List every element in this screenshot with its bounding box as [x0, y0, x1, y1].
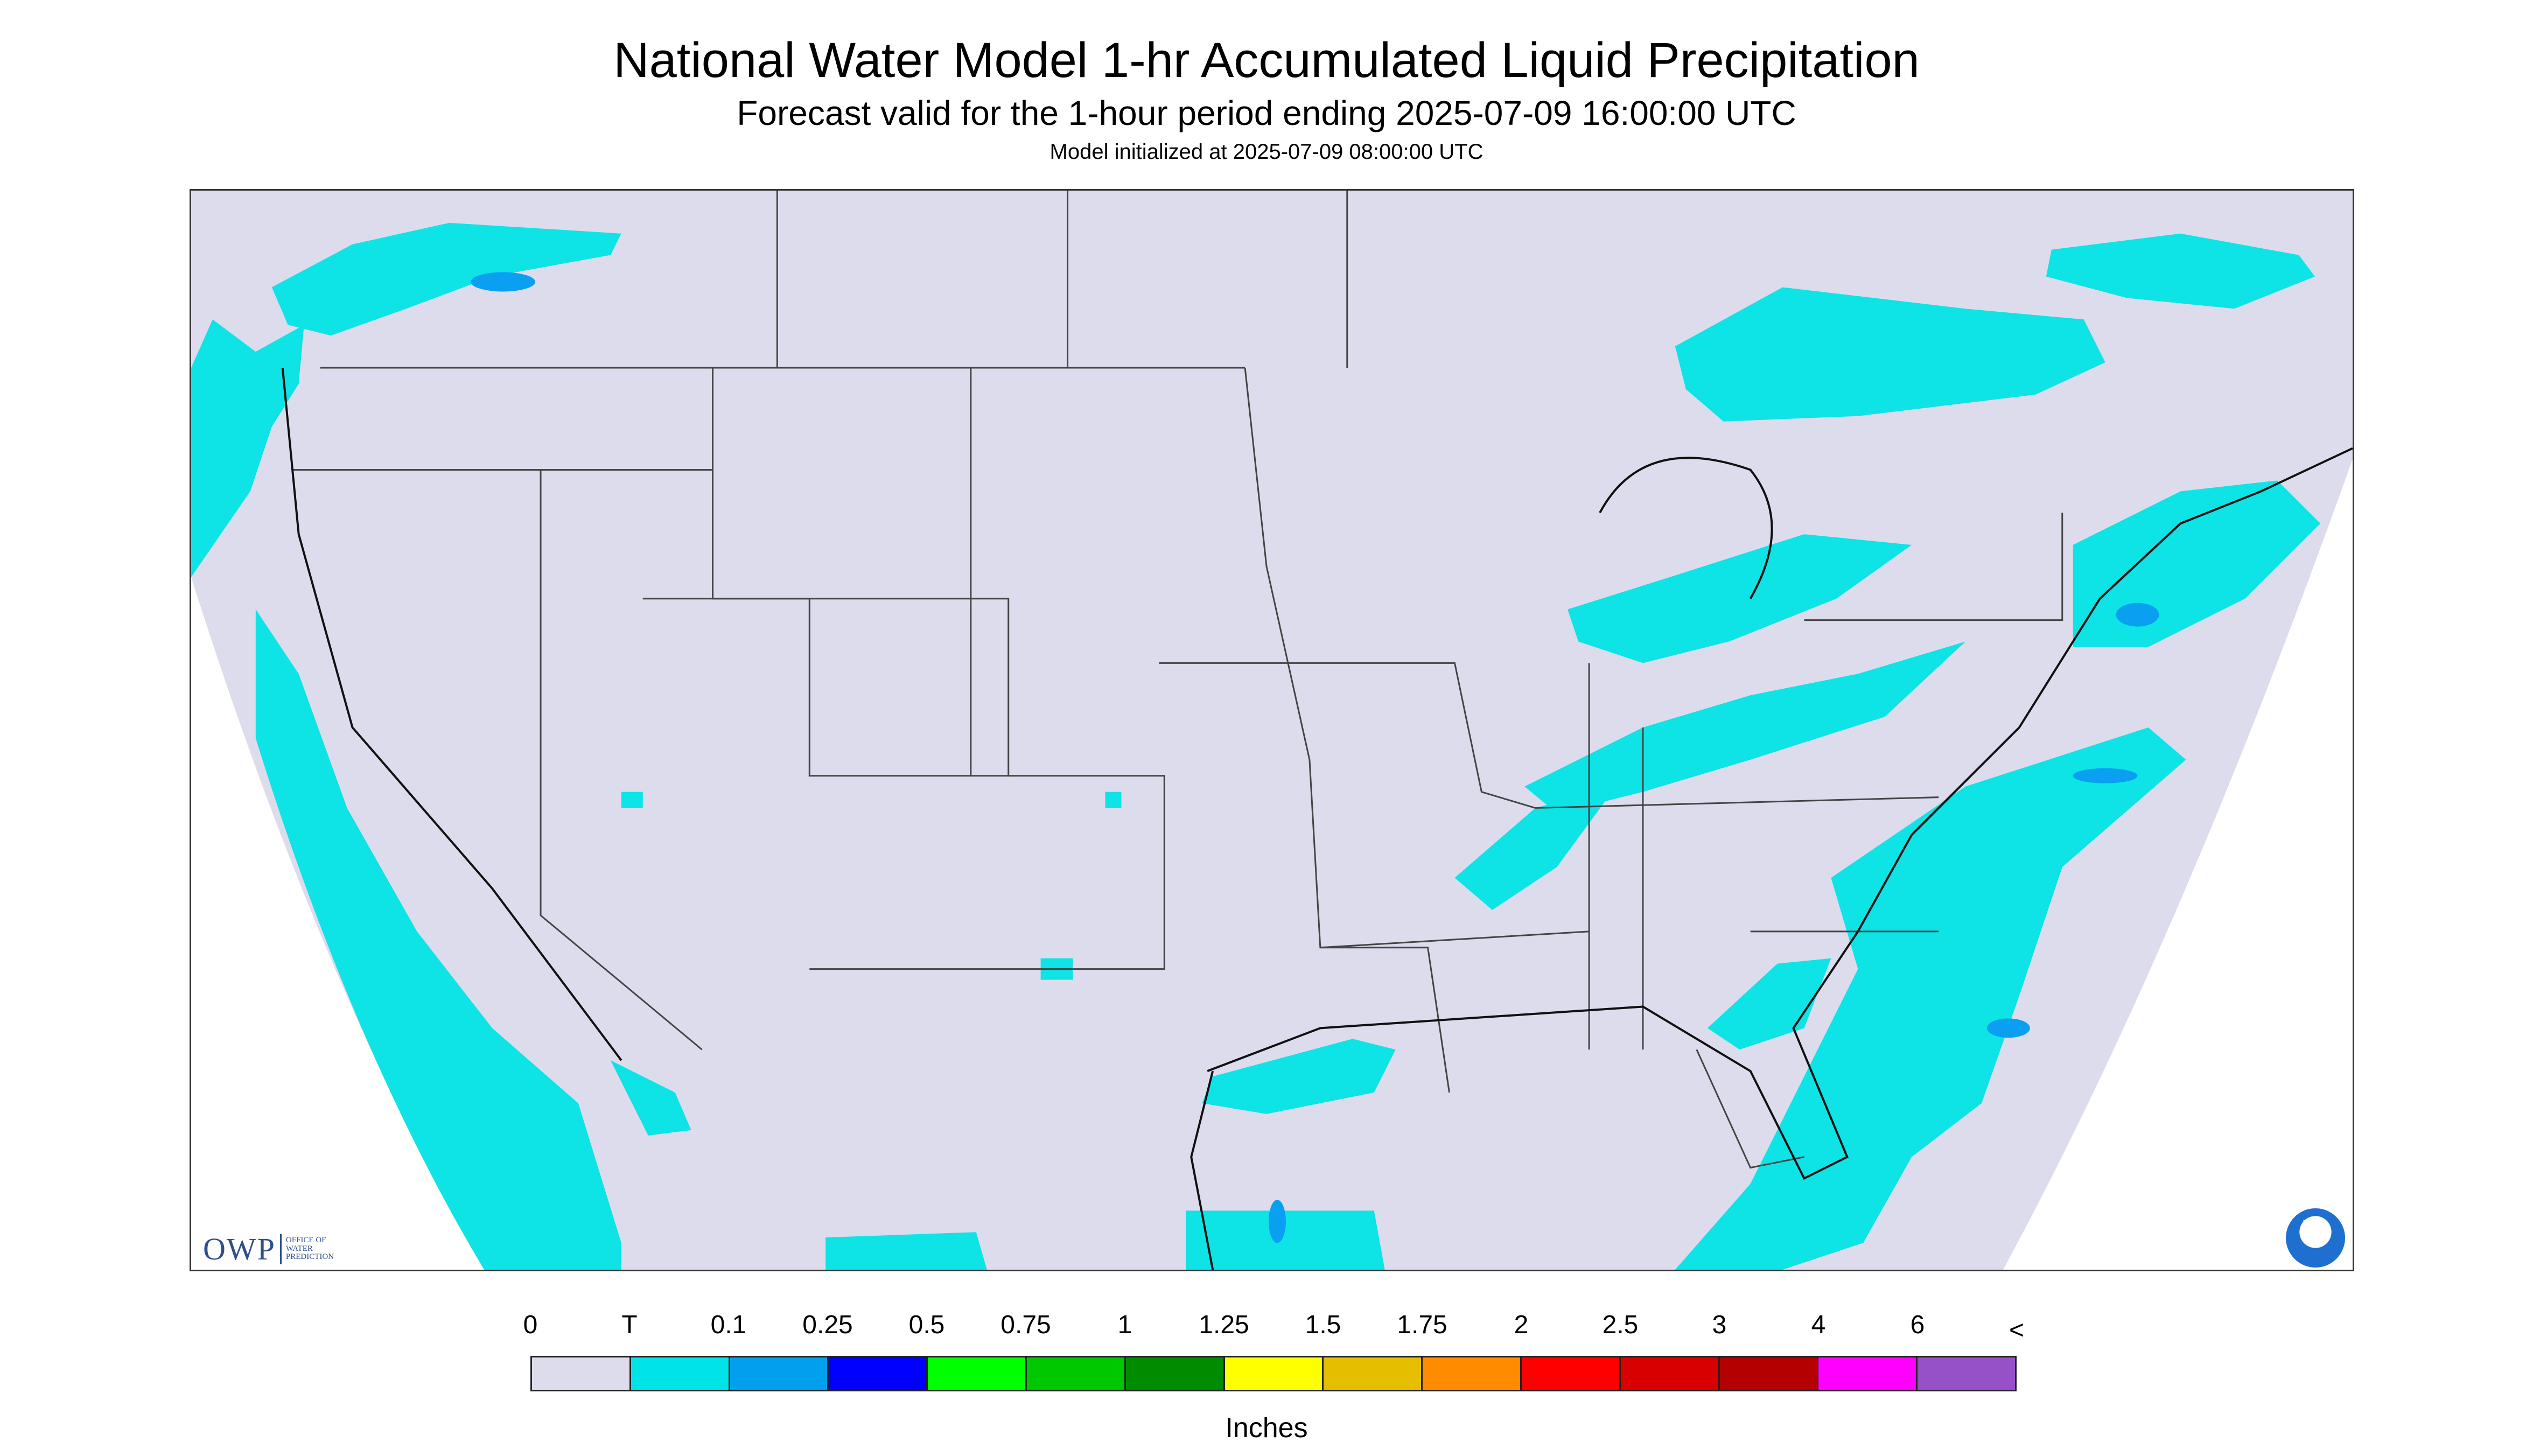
precip-gulf-west [1202, 1039, 1396, 1114]
legend-label: 6 [1910, 1311, 1925, 1339]
state-boundaries [293, 191, 2063, 1169]
legend-labels: 0 T 0.1 0.25 0.5 0.75 1 1.25 1.5 1.75 2 2.5 3 4 6 < [0, 1310, 2533, 1345]
precipitation-map[interactable]: OWP Office of Water Prediction NOAA [190, 189, 2354, 1271]
precip-southeast [1707, 958, 1831, 1050]
owp-logo-mark: OWP [203, 1231, 276, 1266]
precip-canada-east [1675, 287, 2105, 422]
precip-cell [2116, 603, 2159, 627]
legend-color-bar [530, 1356, 2017, 1391]
precip-atlantic [1675, 727, 2186, 1270]
legend-swatch [1818, 1357, 1918, 1390]
precip-mexico-south [825, 1232, 987, 1270]
legend-label: 0.25 [802, 1311, 853, 1339]
legend-units: Inches [1225, 1412, 1308, 1444]
owp-logo-divider [279, 1234, 282, 1264]
legend-label: 0.1 [710, 1311, 747, 1339]
legend-label: 1 [1117, 1311, 1132, 1339]
legend-swatch [1620, 1357, 1720, 1390]
legend-label: 0.5 [908, 1311, 945, 1339]
precip-california-offshore [255, 609, 621, 1270]
legend-swatch [1125, 1357, 1225, 1390]
legend-label: 0.75 [1000, 1311, 1051, 1339]
page-subtitle: Forecast valid for the 1-hour period end… [737, 94, 1796, 132]
legend-swatch [1918, 1357, 2015, 1390]
noaa-logo: NOAA [2286, 1208, 2345, 1268]
legend-label: 1.75 [1397, 1311, 1447, 1339]
precip-cell [2073, 768, 2138, 783]
legend-label: 1.25 [1199, 1311, 1249, 1339]
precip-baja [610, 1060, 691, 1136]
legend-label: 4 [1811, 1311, 1826, 1339]
precip-quebec [2046, 233, 2315, 309]
legend-label: 2 [1514, 1311, 1529, 1339]
legend-swatch [1521, 1357, 1621, 1390]
legend-swatch [829, 1357, 928, 1390]
legend-swatch [1026, 1357, 1126, 1390]
noaa-logo-mark: NOAA [2303, 1219, 2328, 1228]
legend-label: 0 [523, 1311, 538, 1339]
legend-swatch [928, 1357, 1027, 1390]
owp-logo: OWP Office of Water Prediction [203, 1231, 351, 1267]
legend-swatch [1324, 1357, 1423, 1390]
moderate-precipitation-cells [471, 272, 2159, 1243]
precip-gulf-south [1186, 1210, 1385, 1270]
legend-swatch [1719, 1357, 1819, 1390]
precip-pacific-coast [191, 319, 304, 577]
precip-canada-west [271, 222, 621, 336]
map-canvas [191, 191, 2353, 1270]
precip-cell [1105, 792, 1122, 808]
legend-swatch [631, 1357, 730, 1390]
precip-cell [1987, 1018, 2030, 1038]
precip-cell [621, 792, 643, 808]
legend-label: < [2009, 1316, 2025, 1345]
model-init-time: Model initialized at 2025-07-09 08:00:00… [1049, 140, 1484, 164]
precip-ohio-valley [1524, 641, 1966, 814]
precip-great-lakes [1568, 534, 1912, 663]
legend-swatch [1423, 1357, 1522, 1390]
owp-logo-text: Office of Water Prediction [285, 1235, 334, 1262]
trace-precipitation-areas [191, 222, 2321, 1270]
legend-label: 2.5 [1602, 1311, 1639, 1339]
legend-label: 1.5 [1305, 1311, 1341, 1339]
coastlines [281, 367, 2353, 1270]
precip-mississippi [1454, 786, 1617, 910]
page-title: National Water Model 1-hr Accumulated Li… [613, 33, 1920, 88]
precip-cell [1269, 1200, 1286, 1243]
legend-swatch [1224, 1357, 1324, 1390]
legend-swatch [730, 1357, 829, 1390]
legend-label: 3 [1712, 1311, 1727, 1339]
precip-cell [471, 272, 536, 292]
legend-swatch [532, 1357, 631, 1390]
legend-label: T [621, 1311, 638, 1339]
